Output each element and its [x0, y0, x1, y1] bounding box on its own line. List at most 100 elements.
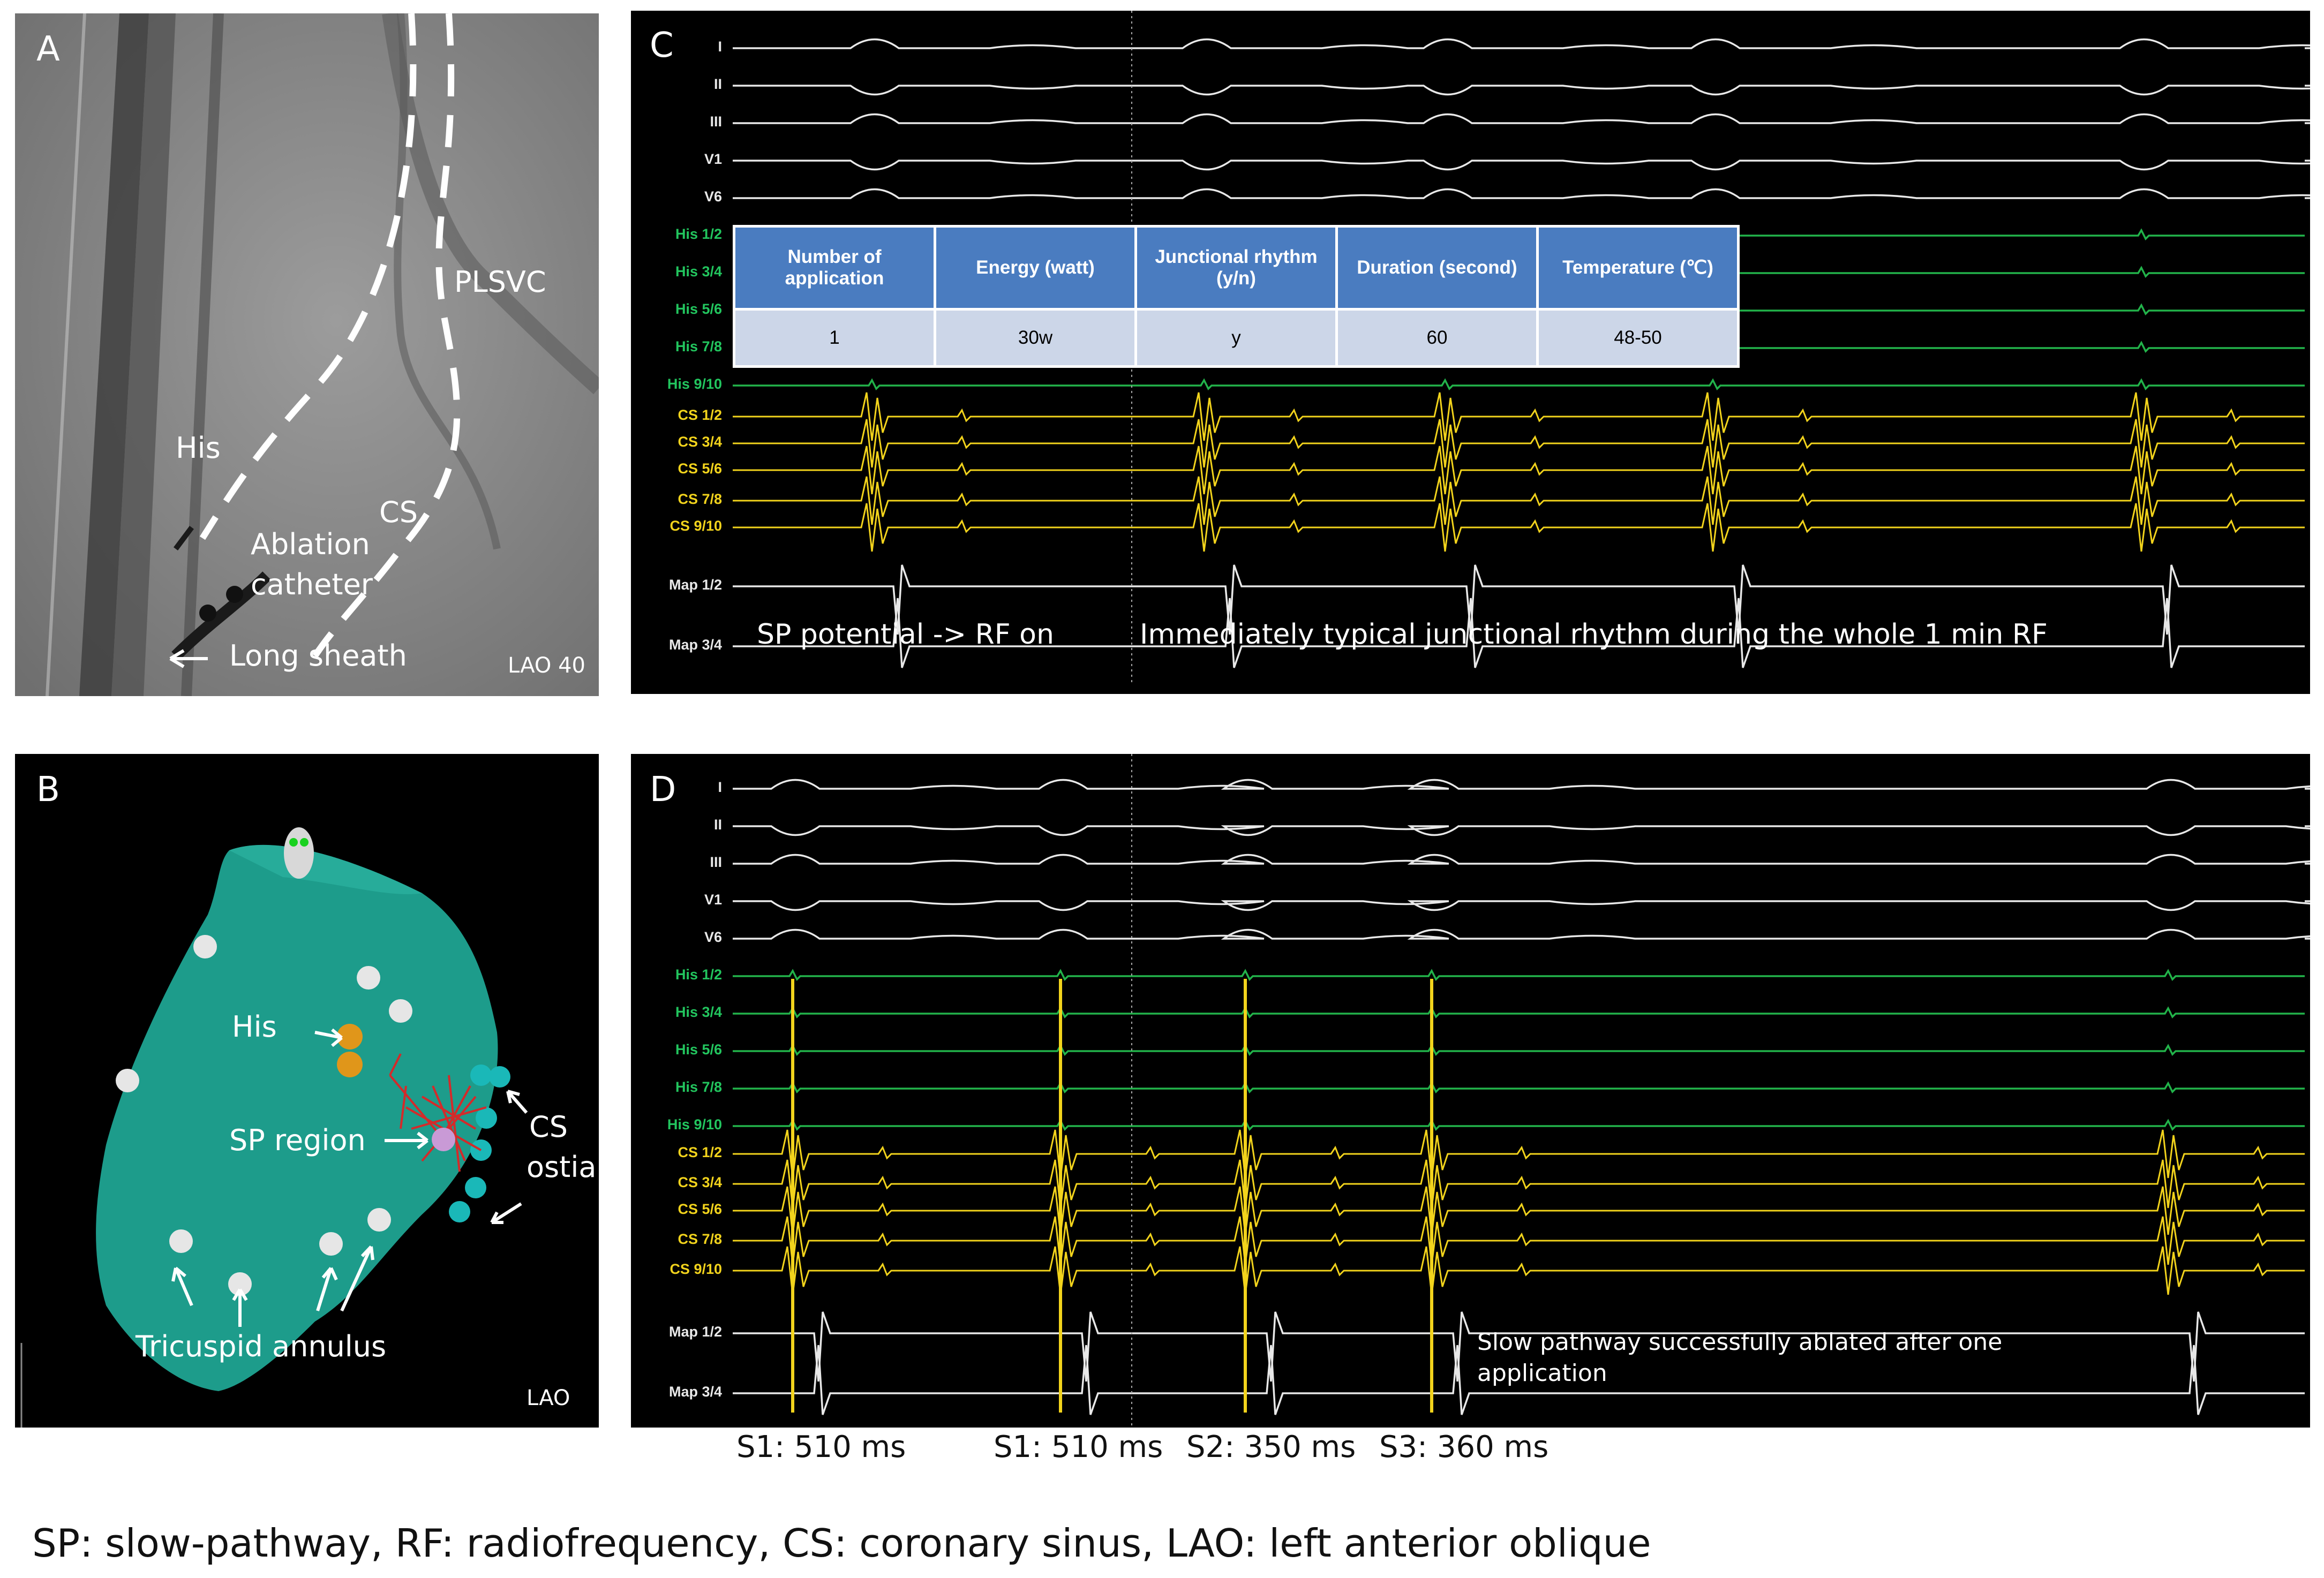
- trace-cs-3-4: [733, 1159, 2305, 1209]
- channel-label: CS 3/4: [678, 434, 722, 450]
- table-cell: y: [1134, 308, 1338, 368]
- trace-v1: [733, 160, 2310, 171]
- cs-ostia-label-1: CS: [529, 1110, 568, 1144]
- stimulus-label: S1: 510 ms: [736, 1430, 906, 1464]
- trace-iii: [733, 854, 2310, 865]
- trace-ii: [733, 825, 2310, 836]
- table-cell: 60: [1335, 308, 1539, 368]
- table-cell: 30w: [934, 308, 1137, 368]
- orientation-head-icon: [284, 827, 314, 879]
- table-cell: 1: [733, 308, 936, 368]
- table-header: Temperature (℃): [1536, 225, 1740, 311]
- trace-cs-3-4: [733, 419, 2305, 468]
- channel-label: Map 1/2: [668, 1324, 722, 1340]
- channel-label: V6: [704, 188, 722, 205]
- stimulus-label: S2: 350 ms: [1186, 1430, 1356, 1464]
- trace-his-1-2: [733, 969, 2305, 981]
- table-header: Energy (watt): [934, 225, 1137, 311]
- trace-cs-5-6: [733, 1186, 2305, 1235]
- his-label: His: [232, 1010, 277, 1044]
- fluoroscopy-image: [15, 13, 599, 696]
- table-header: Duration (second): [1335, 225, 1539, 311]
- channel-label: CS 5/6: [678, 1201, 722, 1217]
- trace-map-3-4: [733, 1345, 2305, 1415]
- panel-label-c: C: [650, 26, 674, 65]
- trace-cs-9-10: [733, 503, 2305, 552]
- trace-cs-1-2: [733, 1129, 2305, 1179]
- panel-label-d: D: [650, 770, 676, 810]
- junctional-rhythm-annotation: Immediately typical junctional rhythm du…: [1140, 618, 2048, 651]
- trace-his-5-6: [733, 1044, 2305, 1056]
- channel-label: His 9/10: [667, 376, 722, 392]
- channel-label: I: [718, 39, 722, 55]
- channel-label: II: [713, 817, 722, 833]
- channel-label: III: [710, 114, 722, 130]
- ablation-catheter-label-1: Ablation: [251, 527, 370, 561]
- trace-v1: [733, 900, 2310, 911]
- channel-label: His 7/8: [675, 1079, 722, 1095]
- channel-label: CS 9/10: [670, 518, 722, 534]
- channel-label: CS 7/8: [678, 491, 722, 507]
- channel-label: His 1/2: [675, 967, 722, 983]
- trace-cs-5-6: [733, 446, 2305, 495]
- right-atrium-shell: [96, 844, 498, 1391]
- panel-a-fluoroscopy: A PLSVC His CS Ablation catheter Long sh…: [15, 13, 599, 696]
- panel-d-post-ablation-tracings: I II III V1 V6 His 1/2 His 3/4 His 5/6 His 7/8 Hi…: [631, 754, 2310, 1428]
- trace-cs-7-8: [733, 1216, 2305, 1265]
- trace-cs-7-8: [733, 476, 2305, 525]
- rf-on-annotation: SP potential -> RF on: [757, 618, 1054, 651]
- channel-label: I: [718, 779, 722, 795]
- trace-ii: [733, 85, 2310, 96]
- trace-cs-1-2: [733, 392, 2305, 441]
- channel-label: V1: [704, 151, 722, 167]
- channel-label: His 3/4: [675, 1004, 722, 1020]
- sp-marker: [432, 1128, 455, 1151]
- cs-ostia-label-2: ostia: [527, 1150, 597, 1184]
- channel-label: CS 9/10: [670, 1261, 722, 1277]
- channel-label: II: [713, 76, 722, 92]
- figure-footnote: SP: slow-pathway, RF: radiofrequency, CS…: [32, 1521, 1651, 1566]
- view-label: LAO: [527, 1386, 570, 1410]
- sheath-shadow: [79, 13, 149, 696]
- ablation-success-annotation: Slow pathway successfully ablated after …: [1477, 1328, 2003, 1387]
- trace-cs-9-10: [733, 1246, 2305, 1295]
- trace-v6: [733, 188, 2310, 199]
- panel-label-a: A: [36, 29, 60, 69]
- channel-label: CS 7/8: [678, 1231, 722, 1247]
- his-label: His: [176, 431, 221, 465]
- electroanatomic-map: [20, 827, 528, 1428]
- panel-b-3d-map: B His SP region CS ostia Tricuspid annul…: [15, 754, 599, 1428]
- cs-label: CS: [379, 495, 418, 529]
- channel-label: His 5/6: [675, 301, 722, 317]
- channel-label: CS 1/2: [678, 407, 722, 423]
- channel-label: His 1/2: [675, 226, 722, 242]
- trace-his-9-10: [733, 378, 2305, 390]
- cs-outline-right: [312, 13, 461, 658]
- channel-label: III: [710, 854, 722, 870]
- channel-label: His 7/8: [675, 338, 722, 354]
- trace-his-7-8: [733, 1081, 2305, 1093]
- ablation-catheter-label-2: catheter: [251, 568, 373, 601]
- egm-tracings: [733, 754, 2310, 1428]
- table-cell: 48-50: [1536, 308, 1740, 368]
- channel-label: CS 1/2: [678, 1144, 722, 1160]
- view-label: LAO 40: [508, 653, 585, 678]
- channel-label: V6: [704, 929, 722, 945]
- trace-v6: [733, 928, 2310, 940]
- trace-i: [733, 779, 2310, 790]
- stimulus-label: S1: 510 ms: [994, 1430, 1163, 1464]
- trace-map-1-2: [733, 1311, 2305, 1382]
- trace-his-9-10: [733, 1119, 2305, 1131]
- sp-region-label: SP region: [229, 1123, 366, 1157]
- trace-map-1-2: [733, 564, 2305, 635]
- ablation-catheter: [171, 571, 271, 660]
- trace-iii: [733, 113, 2310, 124]
- table-header: Junctional rhythm (y/n): [1134, 225, 1338, 311]
- panel-label-b: B: [36, 770, 60, 810]
- tricuspid-annulus-label: Tricuspid annulus: [136, 1330, 387, 1363]
- channel-label: V1: [704, 892, 722, 908]
- table-header: Number of application: [733, 225, 936, 311]
- his-marker-2: [337, 1052, 363, 1077]
- stimulus-label: S3: 360 ms: [1379, 1430, 1549, 1464]
- channel-label: CS 5/6: [678, 460, 722, 477]
